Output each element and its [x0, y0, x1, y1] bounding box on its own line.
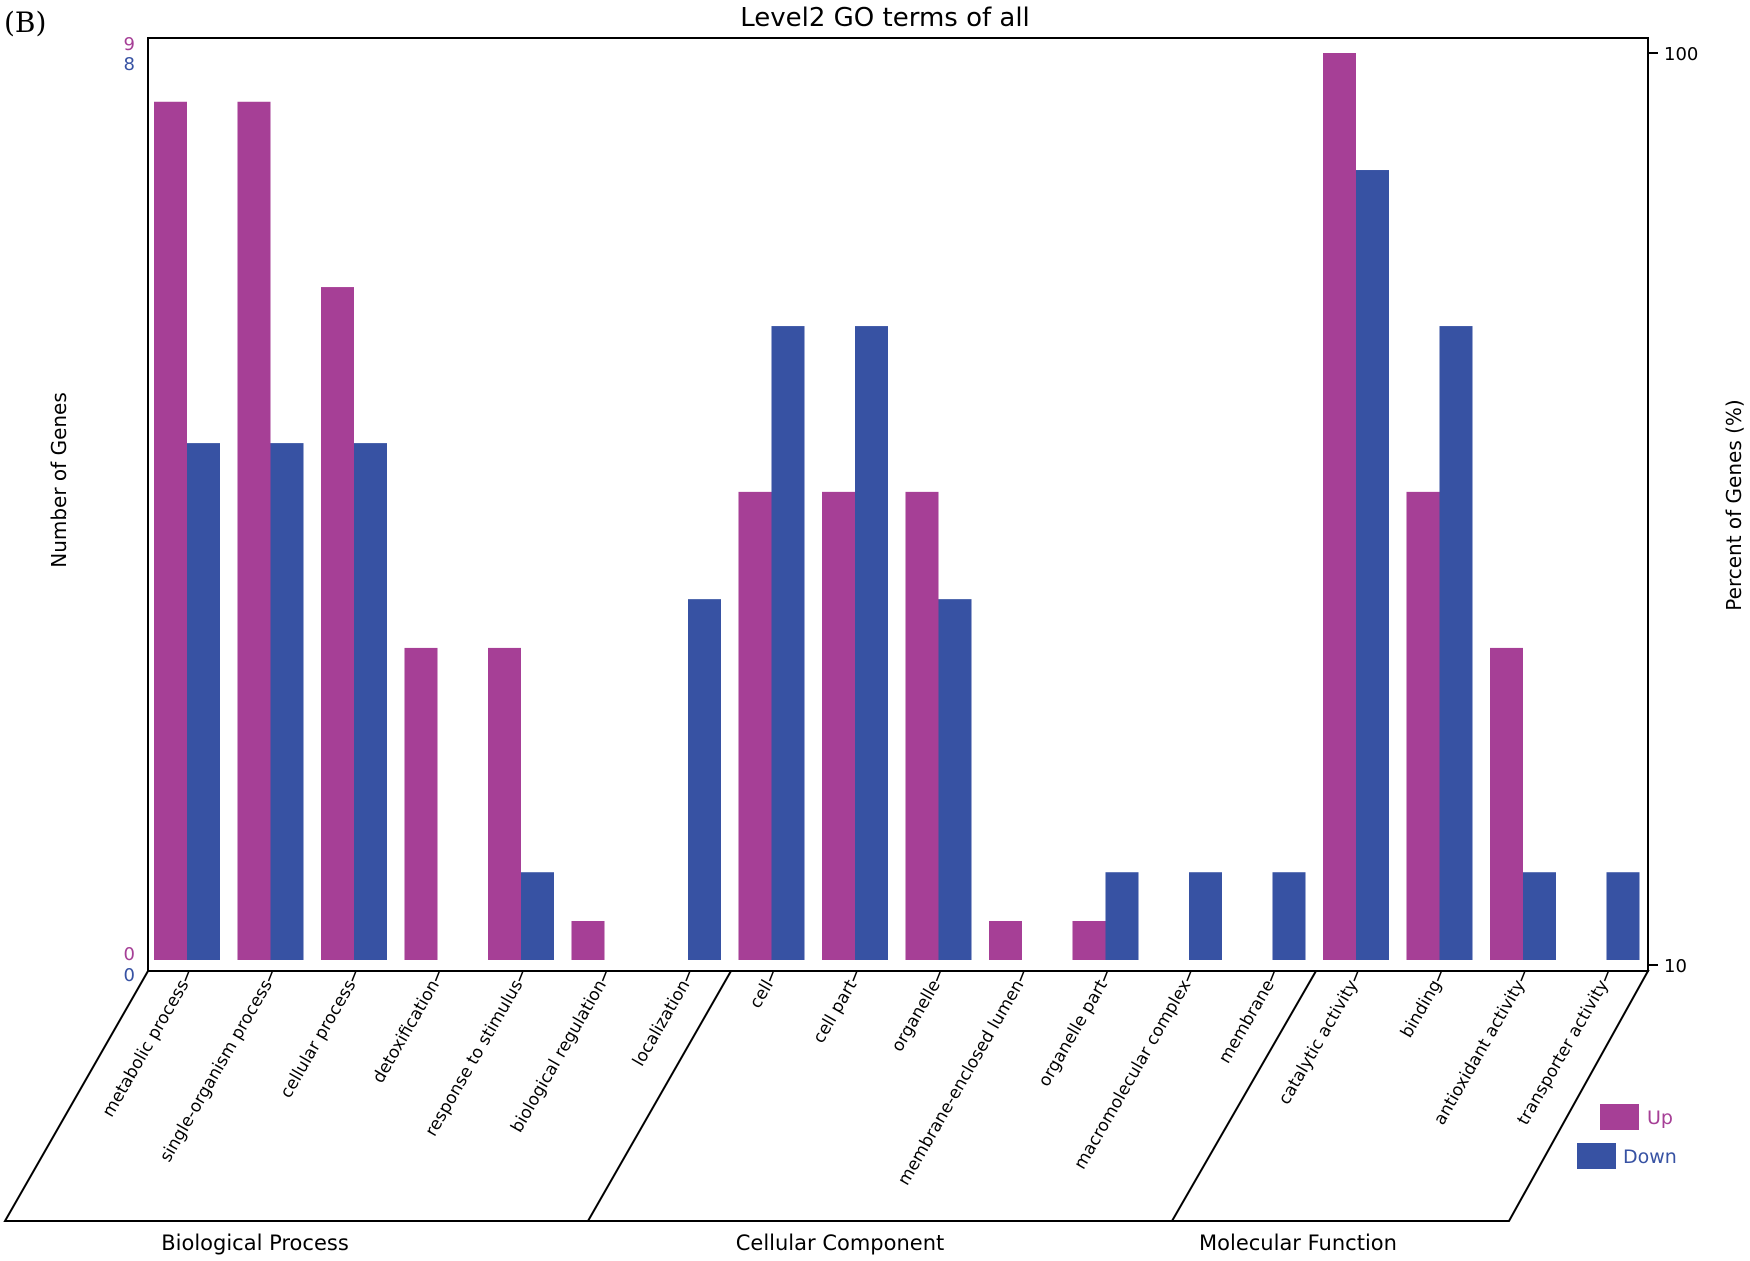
category-tick-biological-regulation — [601, 970, 608, 982]
category-tick-metabolic-process — [184, 970, 190, 982]
left-min-down-tick: 0 — [124, 965, 135, 986]
category-tick-transporter-activity — [1603, 970, 1610, 982]
bar-down-antioxidant-activity — [1523, 872, 1556, 960]
bar-down-metabolic-process — [187, 443, 220, 960]
legend-down-label: Down — [1623, 1146, 1677, 1168]
category-tick-catalytic-activity — [1353, 970, 1359, 982]
category-label-antioxidant-activity: antioxidant activity — [1430, 977, 1529, 1129]
left-max-up-tick: 9 — [124, 34, 135, 55]
bar-up-biological-regulation — [571, 920, 605, 960]
left-max-down-tick: 8 — [124, 54, 135, 75]
group-divider-2 — [1171, 970, 1317, 1222]
category-label-catalytic-activity: catalytic activity — [1275, 977, 1363, 1109]
category-tick-single-organism-process — [267, 970, 274, 982]
right-max-tick: 100 — [1664, 44, 1698, 65]
category-label-localization: localization — [629, 977, 694, 1070]
bar-down-binding — [1439, 326, 1473, 960]
category-tick-cell — [768, 970, 775, 982]
legend-down-swatch — [1577, 1143, 1616, 1169]
category-tick-membrane — [1269, 970, 1276, 982]
category-tick-macromolecular-complex — [1186, 970, 1192, 982]
bar-up-organelle — [905, 491, 939, 960]
category-tick-detoxification — [434, 970, 441, 982]
category-tick-localization — [685, 970, 691, 982]
bar-down-transporter-activity — [1606, 872, 1640, 960]
category-label-response-to-stimulus: response to stimulus — [421, 976, 527, 1139]
category-label-cell-part: cell part — [809, 976, 861, 1046]
category-tick-binding — [1436, 970, 1443, 982]
group-divider-1 — [587, 970, 732, 1222]
bar-down-cell-part — [855, 326, 888, 960]
bar-down-organelle — [938, 599, 972, 960]
category-label-cellular-process: cellular process — [277, 976, 361, 1101]
bar-down-membrane — [1272, 872, 1306, 960]
bar-up-cellular-process — [321, 287, 354, 960]
bar-down-cellular-process — [354, 443, 387, 960]
category-label-organelle: organelle — [888, 977, 945, 1056]
category-label-cell: cell — [746, 977, 778, 1012]
chart-title: Level2 GO terms of all — [740, 3, 1030, 33]
bar-down-response-to-stimulus — [521, 872, 554, 960]
category-tick-organelle — [935, 970, 942, 982]
bar-down-macromolecular-complex — [1189, 872, 1222, 960]
bar-up-metabolic-process — [154, 101, 187, 961]
group-label-biological-process: Biological Process — [161, 1231, 349, 1255]
left-min-up-tick: 0 — [124, 944, 135, 965]
panel-label: (B) — [4, 6, 46, 39]
category-tick-response-to-stimulus — [518, 970, 524, 982]
bar-up-catalytic-activity — [1323, 53, 1356, 960]
category-tick-cellular-process — [351, 970, 357, 982]
category-label-transporter-activity: transporter activity — [1513, 977, 1612, 1129]
category-label-metabolic-process: metabolic process — [99, 976, 194, 1120]
category-tick-cell-part — [852, 970, 858, 982]
bar-up-antioxidant-activity — [1490, 647, 1523, 960]
bar-down-single-organism-process — [270, 443, 304, 960]
category-label-organelle-part: organelle part — [1035, 976, 1112, 1090]
bar-up-cell-part — [822, 491, 855, 960]
category-tick-membrane-enclosed-lumen — [1019, 970, 1025, 982]
group-label-cellular-component: Cellular Component — [736, 1231, 945, 1255]
category-tick-organelle-part — [1102, 970, 1109, 982]
bar-up-response-to-stimulus — [488, 647, 521, 960]
bar-down-organelle-part — [1105, 872, 1139, 960]
bar-up-detoxification — [404, 647, 438, 960]
left-axis-title: Number of Genes — [47, 392, 71, 568]
legend-up-label: Up — [1647, 1107, 1673, 1129]
category-tick-antioxidant-activity — [1520, 970, 1526, 982]
bars-layer — [154, 53, 1640, 961]
category-label-detoxification: detoxification — [369, 977, 444, 1087]
bar-up-single-organism-process — [237, 101, 271, 961]
category-label-binding: binding — [1397, 977, 1446, 1042]
bar-down-localization — [688, 599, 721, 960]
legend-up-swatch — [1600, 1104, 1639, 1130]
category-ticks-layer — [184, 970, 1610, 982]
bar-up-organelle-part — [1072, 920, 1106, 960]
right-axis-title: Percent of Genes (%) — [1722, 399, 1746, 610]
right-min-tick: 10 — [1664, 956, 1687, 977]
group-label-molecular-function: Molecular Function — [1199, 1231, 1397, 1255]
category-label-biological-regulation: biological regulation — [507, 977, 611, 1137]
bar-up-binding — [1406, 491, 1440, 960]
bar-up-cell — [738, 491, 772, 960]
bar-up-membrane-enclosed-lumen — [989, 920, 1022, 960]
category-floor — [3, 970, 1650, 1222]
bar-down-catalytic-activity — [1356, 170, 1389, 961]
bar-down-cell — [771, 326, 805, 960]
